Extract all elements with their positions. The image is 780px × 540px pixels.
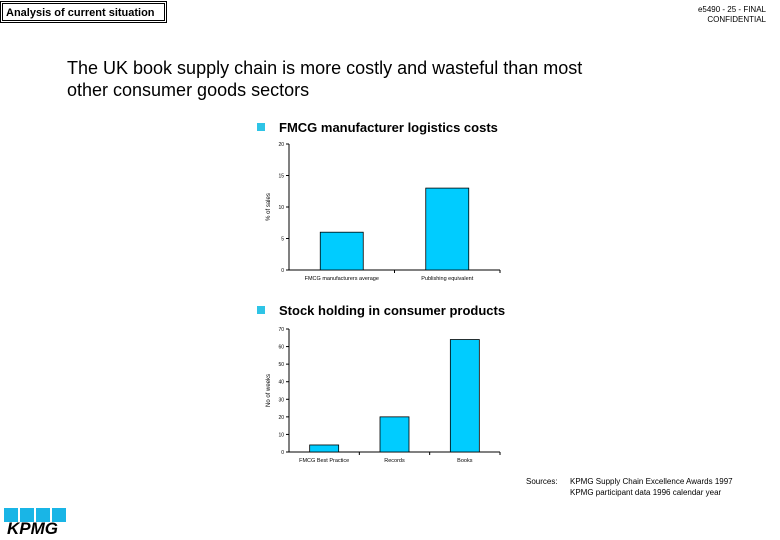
cost-y-tick-label: 15 <box>278 174 284 180</box>
stock-category-label-0: FMCG Best Practice <box>299 458 349 464</box>
bullet-label: FMCG manufacturer logistics costs <box>279 120 498 135</box>
cost-bar-1 <box>425 187 470 271</box>
logo-boxes <box>4 508 66 522</box>
stock-y-tick-label: 10 <box>278 432 284 438</box>
cost-category-label-0: FMCG manufacturers average <box>305 276 379 282</box>
stock-y-tick-label: 60 <box>278 345 284 351</box>
cost-y-tick-label: 20 <box>278 142 284 148</box>
source-line-2: KPMG participant data 1996 calendar year <box>570 488 722 497</box>
source-line-1: KPMG Supply Chain Excellence Awards 1997 <box>570 477 733 486</box>
kpmg-logo: KPMG <box>4 508 66 538</box>
confidential-marking: CONFIDENTIAL <box>707 15 766 24</box>
headline-line-2: other consumer goods sectors <box>67 80 310 100</box>
stock-y-tick-label: 20 <box>278 415 284 421</box>
cost-y-axis-label: % of sales <box>266 193 272 221</box>
stock-y-tick-label: 70 <box>278 327 284 333</box>
stock-y-tick-label: 50 <box>278 362 284 368</box>
section-label: Analysis of current situation <box>2 3 165 21</box>
bullet-square-icon <box>257 123 265 131</box>
stock-category-label-1: Records <box>384 458 405 464</box>
bullet-logistics-costs: FMCG manufacturer logistics costs <box>257 120 498 135</box>
bullet-stock-holding: Stock holding in consumer products <box>257 303 505 318</box>
cost-bar-0 <box>319 231 364 271</box>
bullet-square-icon <box>257 306 265 314</box>
cost-y-tick-label: 10 <box>278 205 284 211</box>
page-headline: The UK book supply chain is more costly … <box>67 57 747 101</box>
stock-y-tick-label: 30 <box>278 397 284 403</box>
bullet-label: Stock holding in consumer products <box>279 303 506 318</box>
cost-y-tick-label: 5 <box>281 237 284 243</box>
document-id: e5490 - 25 - FINAL <box>697 5 766 14</box>
stock-category-label-2: Books <box>457 458 473 464</box>
stock-bar-2 <box>449 339 480 453</box>
sources-label: Sources: <box>526 477 558 486</box>
stock-y-tick-label: 0 <box>281 450 284 456</box>
stock-y-tick-label: 40 <box>278 380 284 386</box>
stock-bar-0 <box>309 444 340 453</box>
document-reference: e5490 - 25 - FINAL CONFIDENTIAL <box>698 5 766 25</box>
stock-bar-1 <box>379 416 410 453</box>
headline-line-1: The UK book supply chain is more costly … <box>67 58 583 78</box>
stock-y-axis-label: No of weeks <box>266 374 272 407</box>
cost-y-tick-label: 0 <box>281 268 284 274</box>
logo-text: KPMG <box>7 519 58 538</box>
cost-category-label-1: Publishing equivalent <box>421 276 473 282</box>
